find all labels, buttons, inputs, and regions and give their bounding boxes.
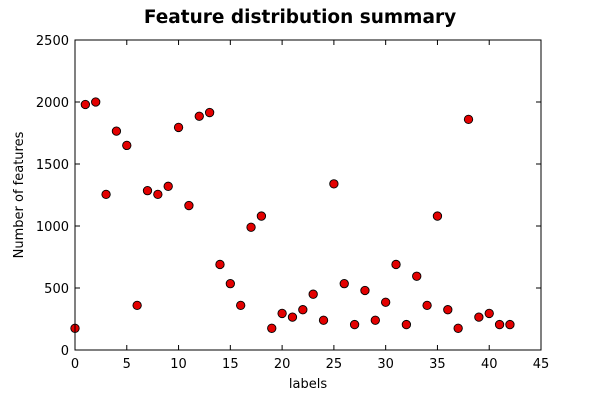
plot-frame xyxy=(74,39,542,351)
x-tick-label: 0 xyxy=(71,357,79,372)
data-point xyxy=(153,189,163,200)
y-tick-label: 500 xyxy=(44,282,69,297)
y-axis-label: Number of features xyxy=(12,131,27,258)
data-point xyxy=(256,211,267,221)
data-point xyxy=(349,319,360,330)
marks-layer xyxy=(70,97,515,333)
data-point xyxy=(163,181,173,191)
data-point xyxy=(463,114,474,125)
data-point xyxy=(432,211,443,221)
data-point xyxy=(173,122,184,133)
data-point xyxy=(267,323,277,333)
y-tick-label: 1000 xyxy=(36,220,69,235)
data-point xyxy=(360,285,370,296)
data-point xyxy=(91,97,101,107)
data-point xyxy=(318,315,329,325)
data-point xyxy=(204,107,215,118)
x-tick-label: 25 xyxy=(326,357,343,372)
data-point xyxy=(215,259,225,270)
data-point xyxy=(391,259,401,270)
data-point xyxy=(474,312,484,322)
x-axis-label: labels xyxy=(289,377,327,392)
x-tick-label: 20 xyxy=(274,357,291,372)
y-tick-label: 1500 xyxy=(36,158,69,173)
y-tick-label: 2500 xyxy=(36,34,69,49)
data-point xyxy=(111,126,122,136)
data-point xyxy=(236,300,246,311)
x-tick-label: 35 xyxy=(429,357,446,372)
x-tick-label: 15 xyxy=(222,357,239,372)
data-point xyxy=(80,99,91,110)
data-point xyxy=(329,179,339,189)
data-point xyxy=(246,222,256,232)
y-tick-label: 0 xyxy=(61,344,69,359)
data-point xyxy=(194,111,204,121)
data-point xyxy=(339,279,349,289)
x-tick-label: 30 xyxy=(377,357,394,372)
y-tick-label: 2000 xyxy=(36,96,69,111)
x-tick-label: 10 xyxy=(170,357,187,372)
data-point xyxy=(422,300,432,311)
tick-layer: 0 5 10 15 20 25 30 35 40 45 0 500 1000 1500 2000 2500 xyxy=(36,34,549,372)
data-point xyxy=(443,305,453,315)
data-point xyxy=(142,186,153,196)
chart-title: Feature distribution summary xyxy=(144,7,456,28)
data-point xyxy=(494,319,505,330)
data-point xyxy=(184,200,194,211)
data-point xyxy=(122,140,132,151)
data-point xyxy=(484,308,494,319)
data-point xyxy=(132,300,142,311)
data-point xyxy=(412,271,422,281)
data-point xyxy=(401,319,412,330)
x-tick-label: 40 xyxy=(481,357,498,372)
x-tick-label: 45 xyxy=(533,357,550,372)
data-point xyxy=(101,189,111,200)
data-point xyxy=(287,312,298,322)
x-tick-label: 5 xyxy=(123,357,131,372)
data-point xyxy=(225,279,235,289)
data-point xyxy=(308,289,318,299)
data-point xyxy=(505,319,515,330)
data-point xyxy=(453,323,463,333)
data-point xyxy=(370,315,380,325)
data-point xyxy=(277,308,287,319)
data-point xyxy=(298,305,308,315)
data-point xyxy=(381,297,391,307)
